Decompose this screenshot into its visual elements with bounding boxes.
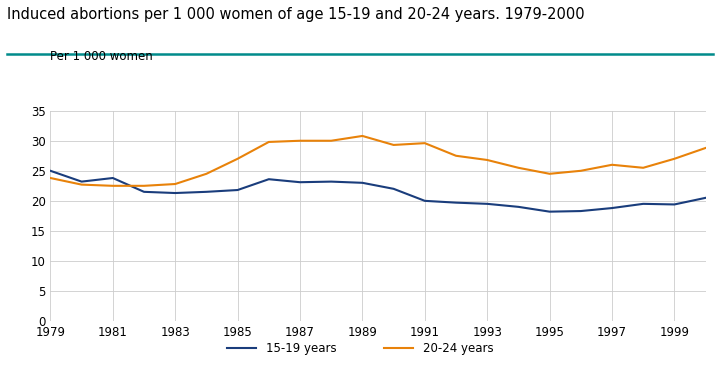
20-24 years xyxy=(483,158,492,162)
15-19 years xyxy=(109,176,117,180)
20-24 years xyxy=(545,172,554,176)
20-24 years xyxy=(140,184,148,188)
20-24 years xyxy=(420,141,429,145)
15-19 years xyxy=(670,202,679,207)
Legend: 15-19 years, 20-24 years: 15-19 years, 20-24 years xyxy=(222,337,498,359)
20-24 years xyxy=(233,156,242,161)
20-24 years xyxy=(670,156,679,161)
15-19 years xyxy=(358,180,366,185)
15-19 years xyxy=(483,201,492,206)
20-24 years xyxy=(264,140,273,144)
15-19 years xyxy=(46,169,55,173)
20-24 years xyxy=(171,182,179,186)
15-19 years xyxy=(420,199,429,203)
15-19 years xyxy=(577,209,585,213)
15-19 years xyxy=(545,210,554,214)
15-19 years xyxy=(514,205,523,209)
20-24 years xyxy=(109,184,117,188)
15-19 years xyxy=(264,177,273,182)
20-24 years xyxy=(577,169,585,173)
Line: 20-24 years: 20-24 years xyxy=(50,136,706,186)
20-24 years xyxy=(390,143,398,147)
20-24 years xyxy=(202,172,211,176)
15-19 years xyxy=(233,188,242,192)
15-19 years xyxy=(296,180,305,184)
15-19 years xyxy=(608,206,616,210)
15-19 years xyxy=(390,187,398,191)
Text: Per 1 000 women: Per 1 000 women xyxy=(50,50,153,63)
Text: Induced abortions per 1 000 women of age 15-19 and 20-24 years. 1979-2000: Induced abortions per 1 000 women of age… xyxy=(7,7,585,23)
20-24 years xyxy=(46,176,55,180)
20-24 years xyxy=(639,166,647,170)
15-19 years xyxy=(451,200,460,205)
20-24 years xyxy=(701,146,710,150)
20-24 years xyxy=(296,138,305,143)
Line: 15-19 years: 15-19 years xyxy=(50,171,706,212)
15-19 years xyxy=(140,190,148,194)
20-24 years xyxy=(608,163,616,167)
15-19 years xyxy=(327,179,336,184)
15-19 years xyxy=(639,201,647,206)
15-19 years xyxy=(77,179,86,184)
20-24 years xyxy=(77,182,86,187)
20-24 years xyxy=(514,166,523,170)
15-19 years xyxy=(171,191,179,195)
15-19 years xyxy=(701,196,710,200)
20-24 years xyxy=(451,154,460,158)
20-24 years xyxy=(358,134,366,138)
15-19 years xyxy=(202,190,211,194)
20-24 years xyxy=(327,138,336,143)
